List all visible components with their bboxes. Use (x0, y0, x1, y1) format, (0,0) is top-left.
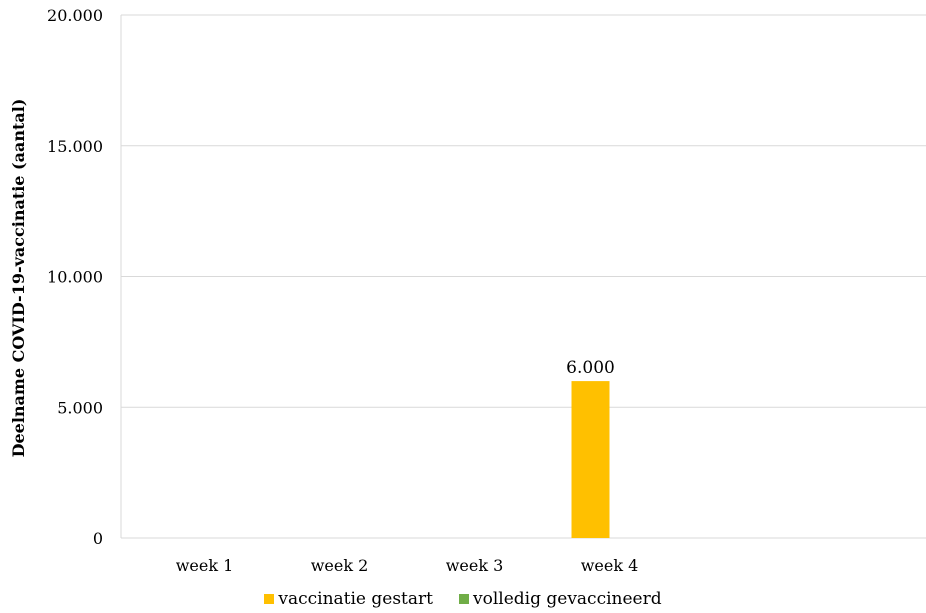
x-axis-ticks: week 1 week 2 week 3 week 4 (176, 556, 639, 575)
legend-swatch (459, 594, 469, 604)
bar (571, 381, 610, 538)
x-tick-label: week 2 (311, 556, 369, 575)
bars (571, 381, 610, 538)
legend-label: vaccinatie gestart (278, 589, 433, 609)
y-tick-label: 0 (93, 529, 103, 548)
legend-label: volledig gevaccineerd (473, 589, 662, 609)
y-tick-label: 15.000 (47, 137, 103, 156)
y-axis-label: Deelname COVID-19-vaccinatie (aantal) (9, 99, 28, 458)
y-tick-label: 20.000 (47, 6, 103, 25)
gridlines (120, 14, 926, 539)
y-axis-ticks: 0 5.000 10.000 15.000 20.000 (47, 6, 103, 548)
y-tick-label: 5.000 (57, 398, 103, 417)
x-tick-label: week 4 (581, 556, 639, 575)
data-label: 6.000 (566, 358, 615, 378)
x-tick-label: week 1 (176, 556, 234, 575)
data-labels: 6.000 (566, 358, 615, 378)
x-tick-label: week 3 (446, 556, 504, 575)
legend: vaccinatie gestart volledig gevaccineerd (0, 588, 926, 610)
legend-swatch (264, 594, 275, 604)
legend-item: vaccinatie gestart (264, 588, 433, 610)
legend-item: volledig gevaccineerd (459, 588, 662, 610)
y-tick-label: 10.000 (47, 268, 103, 287)
